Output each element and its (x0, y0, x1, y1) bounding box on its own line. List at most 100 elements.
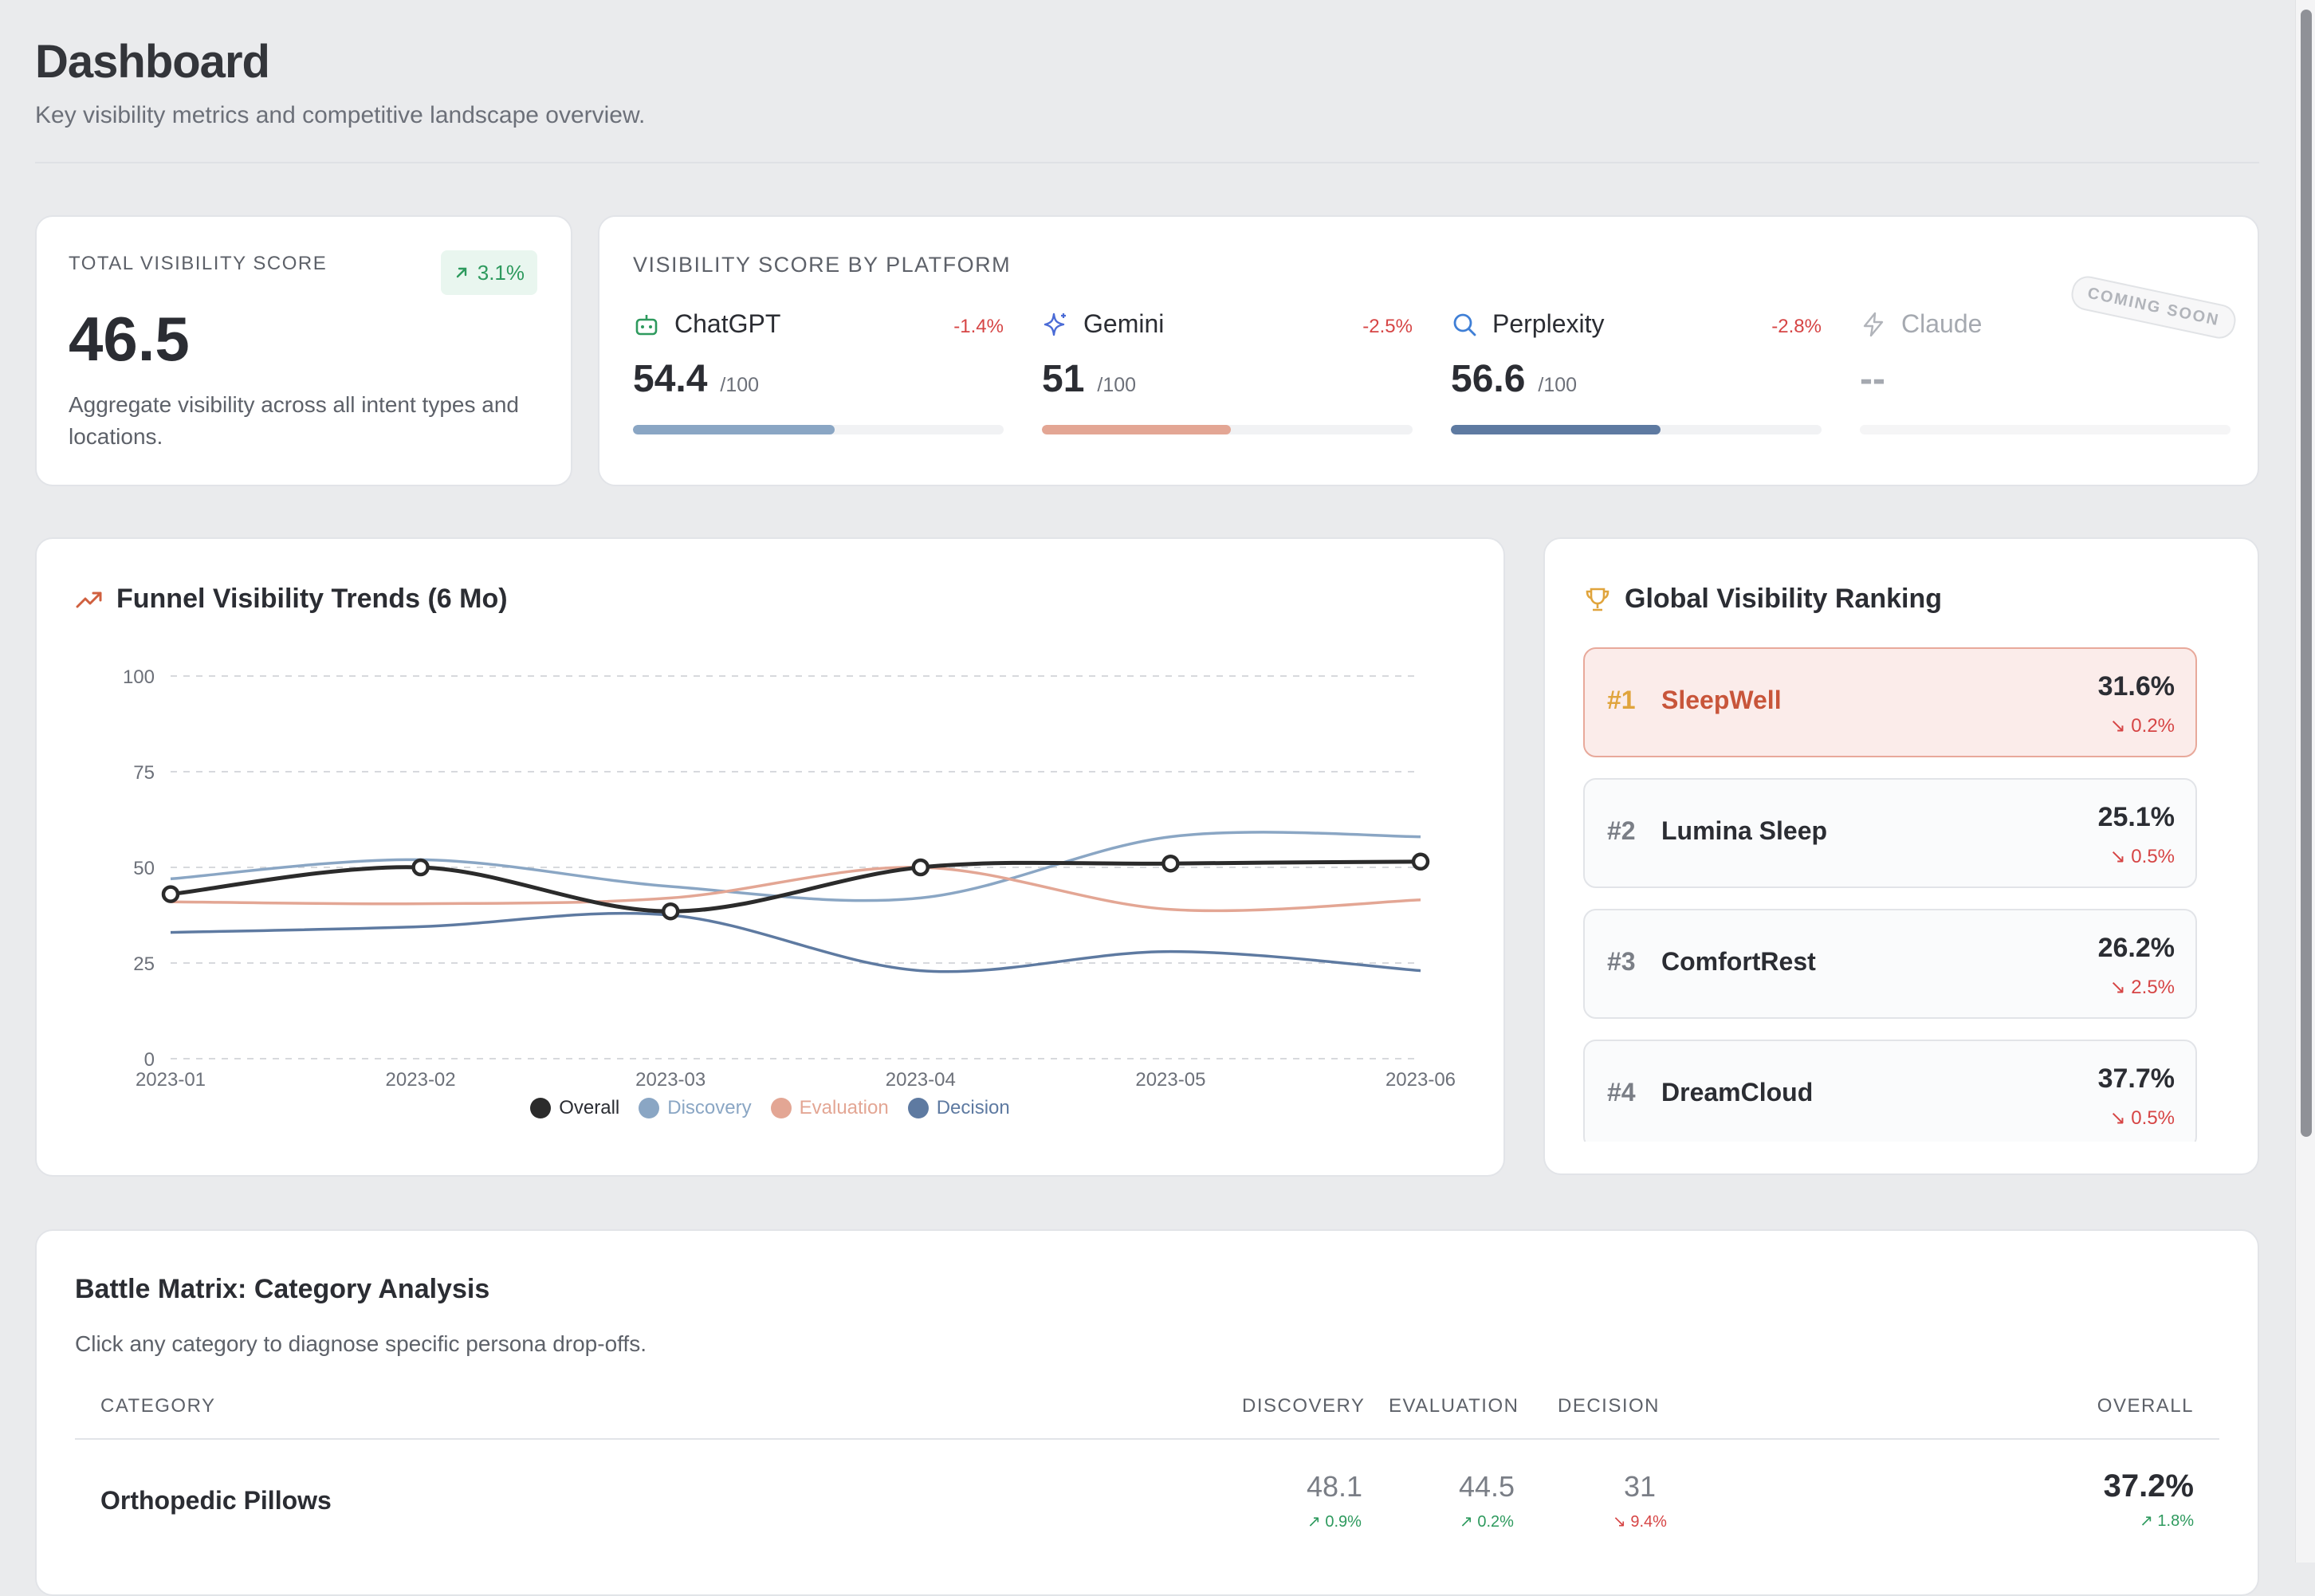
total-change-badge: 3.1% (440, 250, 537, 295)
platform-claude: Claude -- (1860, 309, 2230, 434)
platform-progress-bar (633, 425, 1004, 434)
rank-number: #3 (1607, 947, 1636, 976)
battle-matrix-card: Battle Matrix: Category Analysis Click a… (35, 1229, 2259, 1596)
platform-name: Gemini (1083, 309, 1165, 338)
data-point-overall (661, 902, 680, 921)
progress-fill (1042, 425, 1232, 434)
chart-legend: Overall Discovery Evaluation Decision (37, 1097, 1503, 1119)
y-tick-label: 0 (144, 1049, 155, 1071)
progress-fill (1451, 425, 1661, 434)
legend-item-overall[interactable]: Overall (530, 1097, 619, 1119)
total-score: 46.5 (69, 304, 190, 374)
brand-name: Lumina Sleep (1661, 816, 1828, 845)
platform-name: Claude (1901, 309, 1983, 338)
platform-chatgpt[interactable]: ChatGPT -1.4% 54.4 /100 (633, 309, 1004, 434)
brand-name: SleepWell (1661, 686, 1782, 714)
legend-label: Evaluation (799, 1097, 889, 1118)
ranking-item[interactable]: #3 ComfortRest 26.2% ↘ 2.5% (1583, 909, 2197, 1019)
x-tick-label: 2023-04 (886, 1069, 956, 1091)
legend-item-decision[interactable]: Decision (907, 1097, 1010, 1119)
platform-score: 56.6 (1451, 358, 1526, 400)
x-tick-label: 2023-02 (386, 1069, 456, 1091)
rank-change: ↘ 0.2% (2109, 715, 2175, 737)
legend-label: Discovery (667, 1097, 752, 1118)
header-divider (75, 1438, 2219, 1440)
column-header-category[interactable]: CATEGORY (100, 1395, 216, 1417)
legend-label: Decision (936, 1097, 1010, 1118)
data-point-overall (1411, 852, 1430, 871)
rank-percentage: 31.6% (2097, 671, 2175, 702)
platform-score: 51 (1042, 358, 1085, 400)
column-header-overall[interactable]: OVERALL (2097, 1395, 2194, 1417)
legend-item-discovery[interactable]: Discovery (639, 1097, 752, 1119)
platform-score-card: VISIBILITY SCORE BY PLATFORM ChatGPT -1.… (598, 215, 2259, 486)
rank-percentage: 37.7% (2097, 1063, 2175, 1094)
platform-score-denominator: /100 (1097, 374, 1137, 396)
rank-change: ↘ 0.5% (2109, 1107, 2175, 1129)
arrow-down-right-icon: ↘ (2109, 1107, 2132, 1129)
trending-up-icon (76, 592, 102, 607)
platform-change: -2.5% (1362, 316, 1413, 337)
y-tick-label: 50 (133, 858, 155, 879)
rank-number: #4 (1607, 1078, 1636, 1107)
platform-score-denominator: /100 (720, 374, 760, 396)
rank-change: ↘ 0.5% (2109, 846, 2175, 867)
platform-progress-bar (1042, 425, 1413, 434)
legend-label: Overall (559, 1097, 620, 1118)
robot-icon (635, 314, 658, 335)
rank-number: #1 (1607, 686, 1636, 714)
ranking-item[interactable]: #4 DreamCloud 37.7% ↘ 0.5% (1583, 1040, 2197, 1142)
column-header-evaluation[interactable]: EVALUATION (1389, 1395, 1519, 1417)
card-subtitle: Click any category to diagnose specific … (75, 1331, 647, 1356)
arrow-down-right-icon: ↘ (1613, 1513, 1631, 1531)
series-line-discovery (170, 831, 1421, 902)
discovery-cell: 48.1 ↗ 0.9% (1306, 1470, 1363, 1531)
series-line-overall (170, 859, 1421, 914)
legend-dot (530, 1098, 552, 1118)
x-tick-label: 2023-05 (1135, 1069, 1205, 1091)
rank-number: #2 (1607, 816, 1636, 845)
total-visibility-card: TOTAL VISIBILITY SCORE 3.1% 46.5 Aggrega… (35, 215, 572, 486)
platform-score: -- (1860, 358, 1885, 400)
ranking-item[interactable]: #2 Lumina Sleep 25.1% ↘ 0.5% (1583, 778, 2197, 888)
legend-dot (770, 1098, 792, 1118)
scrollbar-thumb[interactable] (2301, 10, 2312, 1137)
platform-name: Perplexity (1492, 309, 1605, 338)
column-header-decision[interactable]: DECISION (1558, 1395, 1661, 1417)
legend-item-evaluation[interactable]: Evaluation (770, 1097, 889, 1119)
series-line-decision (170, 911, 1421, 973)
ranking-item[interactable]: #1 SleepWell 31.6% ↘ 0.2% (1583, 647, 2197, 757)
global-ranking-card: Global Visibility Ranking #1 SleepWell 3… (1543, 537, 2259, 1175)
card-title: Battle Matrix: Category Analysis (75, 1274, 490, 1304)
arrow-up-right-icon (456, 267, 466, 278)
total-description: Aggregate visibility across all intent t… (69, 392, 519, 449)
brand-name: DreamCloud (1661, 1078, 1814, 1107)
data-point-overall (411, 858, 430, 877)
search-icon (1453, 313, 1476, 336)
progress-fill (633, 425, 835, 434)
y-tick-label: 100 (123, 666, 155, 688)
rank-percentage: 26.2% (2097, 933, 2175, 963)
platform-perplexity[interactable]: Perplexity -2.8% 56.6 /100 (1451, 309, 1822, 434)
funnel-trend-chart: 0 25 50 75 100 2023-01 2023-02 2023-03 2023-04 20… (123, 666, 1456, 1091)
column-header-discovery[interactable]: DISCOVERY (1242, 1395, 1366, 1417)
bolt-icon (1863, 312, 1884, 336)
sparkle-icon (1044, 313, 1066, 336)
data-point-overall (161, 885, 180, 903)
rank-change: ↘ 2.5% (2109, 977, 2175, 998)
platform-change: -2.8% (1771, 316, 1822, 337)
platform-gemini[interactable]: Gemini -2.5% 51 /100 (1042, 309, 1413, 434)
platform-change: -1.4% (953, 316, 1004, 337)
brand-name: ComfortRest (1661, 947, 1816, 976)
platform-card-label: VISIBILITY SCORE BY PLATFORM (633, 253, 1012, 277)
funnel-trends-card: Funnel Visibility Trends (6 Mo) 0 25 50 75 1… (35, 537, 1505, 1177)
trophy-icon (1586, 588, 1609, 611)
platform-progress-bar (1451, 425, 1822, 434)
platform-name: ChatGPT (674, 309, 781, 338)
evaluation-cell: 44.5 ↗ 0.2% (1458, 1470, 1515, 1531)
arrow-down-right-icon: ↘ (2109, 846, 2132, 867)
page-title: Dashboard (35, 36, 270, 88)
scrollbar[interactable] (2295, 0, 2315, 1563)
ranking-list: #1 SleepWell 31.6% ↘ 0.2% #2 Lumina Slee… (1583, 647, 2197, 1142)
page-subtitle: Key visibility metrics and competitive l… (35, 102, 646, 128)
